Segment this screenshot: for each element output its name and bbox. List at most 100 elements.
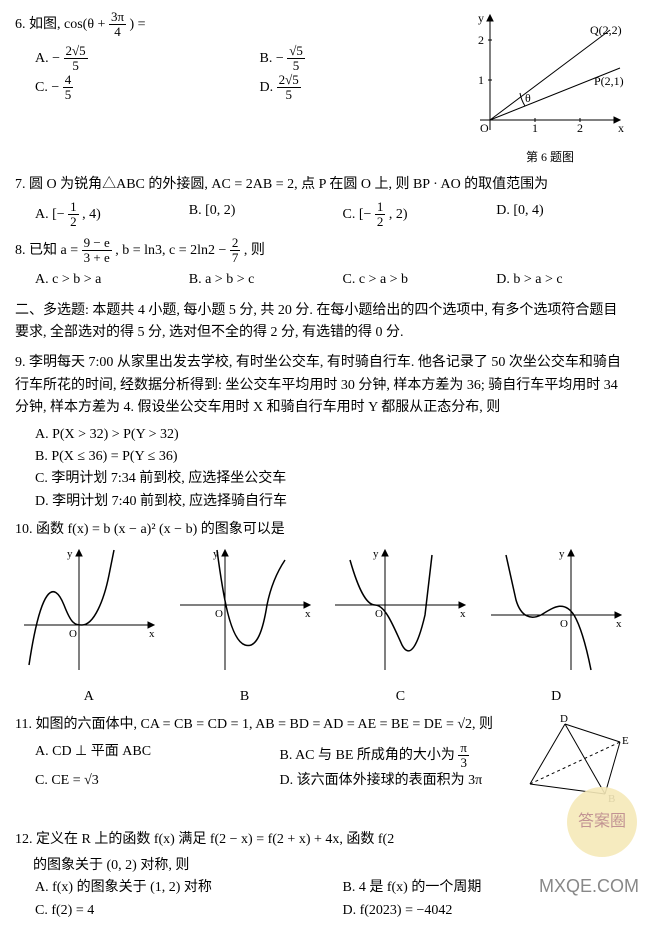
q6-optA-n: 2√5 [64, 44, 88, 59]
q10b-y: y [213, 548, 219, 560]
q12-stem2: 的图象关于 (0, 2) 对称, 则 [15, 855, 630, 877]
q7-a-pre: A. [− [35, 207, 65, 222]
q7-c-pre: C. [− [343, 207, 372, 222]
q10c-x: x [460, 608, 466, 620]
q10d-y: y [559, 548, 565, 560]
q11-c-sqrt: √3 [84, 773, 99, 788]
q6-optD-n: 2√5 [277, 73, 301, 88]
q10d-o: O [560, 618, 568, 630]
q11-sqrt: √2 [457, 717, 472, 732]
q11-option-d: D. 该六面体外接球的表面积为 3π [260, 770, 505, 792]
q6-option-b: B. − √55 [240, 44, 465, 74]
q7-option-c: C. [− 12 , 2) [323, 200, 477, 230]
q6-ytick2: 2 [478, 33, 484, 47]
q10-graph-c: x y O C [327, 545, 475, 708]
q6-yaxis-label: y [478, 11, 484, 25]
q10-stem: 10. 函数 f(x) = b (x − a)² (x − b) 的图象可以是 [15, 519, 630, 541]
q12-option-c: C. f(2) = 4 [15, 900, 323, 922]
q6-stem-pre: 6. 如图, cos(θ + [15, 17, 109, 32]
q7-c-post: , 2) [389, 207, 408, 222]
q6-Q-label: Q(2,2) [590, 23, 622, 37]
q10a-o: O [69, 628, 77, 640]
q7-c-n: 1 [375, 200, 386, 215]
q10c-o: O [375, 608, 383, 620]
q6-optA-pre: A. − [35, 51, 60, 66]
q9-option-c: C. 李明计划 7:34 前到校, 应选择坐公交车 [15, 468, 630, 490]
q10-label-a: A [15, 686, 163, 708]
q10-graphs: x y O A x y O B [15, 545, 630, 708]
q6-theta-label: θ [525, 91, 531, 105]
q12-stem1: 12. 定义在 R 上的函数 f(x) 满足 f(2 − x) = f(2 + … [15, 829, 630, 851]
q6-optA-d: 5 [64, 59, 88, 73]
q6-optD-pre: D. [260, 80, 277, 95]
q6-figure: Q(2,2) P(2,1) θ x y O 1 2 1 2 第 6 题图 [470, 10, 630, 168]
q10-label-c: C [327, 686, 475, 708]
q9-option-d: D. 李明计划 7:40 前到校, 应选择骑自行车 [15, 491, 630, 513]
q11-b-n: π [458, 741, 469, 756]
q10-graph-d: x y O D [482, 545, 630, 708]
q11-B: B [608, 793, 615, 805]
q6-ytick1: 1 [478, 73, 484, 87]
q10a-y: y [67, 548, 73, 560]
q7-c-d: 2 [375, 215, 386, 229]
q7-a-d: 2 [68, 215, 79, 229]
q9-option-a: A. P(X > 32) > P(Y > 32) [15, 424, 630, 446]
q11-b-pre: B. AC 与 BE 所成角的大小为 [280, 748, 459, 763]
q6-frac-n: 3π [109, 10, 126, 25]
q11-figure: D E B [510, 714, 630, 822]
q11-c-pre: C. CE = [35, 773, 84, 788]
q6-figure-caption: 第 6 题图 [470, 148, 630, 167]
q10-graph-a: x y O A [15, 545, 163, 708]
q11-option-a: A. CD ⊥ 平面 ABC [15, 741, 260, 771]
q6-optC-d: 5 [63, 88, 74, 102]
q6-optD-d: 5 [277, 88, 301, 102]
q11-E: E [622, 735, 629, 747]
q11-stem-pre: 11. 如图的六面体中, CA = CB = CD = 1, AB = BD =… [15, 717, 457, 732]
q11-option-c: C. CE = √3 [15, 770, 260, 792]
q7-option-d: D. [0, 4) [476, 200, 630, 230]
q7-option-b: B. [0, 2) [169, 200, 323, 230]
q6-optC-pre: C. − [35, 80, 59, 95]
q6-optB-d: 5 [287, 59, 305, 73]
q6-option-d: D. 2√55 [240, 73, 465, 103]
q11-stem-post: , 则 [472, 717, 493, 732]
q7-stem: 7. 圆 O 为锐角△ABC 的外接圆, AC = 2AB = 2, 点 P 在… [15, 174, 630, 196]
q10-graph-b: x y O B [171, 545, 319, 708]
q10a-x: x [149, 628, 155, 640]
q8-cn: 2 [230, 236, 241, 251]
q10-label-b: B [171, 686, 319, 708]
q6-xaxis-label: x [618, 121, 624, 135]
q6-xtick2: 2 [577, 121, 583, 135]
q11-option-b: B. AC 与 BE 所成角的大小为 π3 [260, 741, 505, 771]
q7-a-post: , 4) [82, 207, 101, 222]
q6-option-c: C. − 45 [15, 73, 240, 103]
q9-option-b: B. P(X ≤ 36) = P(Y ≤ 36) [15, 446, 630, 468]
q8-option-a: A. c > b > a [15, 269, 169, 291]
q8-cd: 7 [230, 251, 241, 265]
q9-stem: 9. 李明每天 7:00 从家里出发去学校, 有时坐公交车, 有时骑自行车. 他… [15, 352, 630, 419]
q6-optC-n: 4 [63, 73, 74, 88]
q10b-x: x [305, 608, 311, 620]
q6-optB-n: √5 [287, 44, 305, 59]
q6-frac-d: 4 [109, 25, 126, 39]
section-2-heading: 二、多选题: 本题共 4 小题, 每小题 5 分, 共 20 分. 在每小题给出… [15, 300, 630, 345]
q6-stem-post: ) = [130, 17, 146, 32]
q7-a-n: 1 [68, 200, 79, 215]
q8-post: , 则 [244, 243, 265, 258]
q6-P-label: P(2,1) [594, 74, 624, 88]
q12-option-b: B. 4 是 f(x) 的一个周期 [323, 877, 631, 899]
q11-D: D [560, 714, 568, 725]
q11-b-d: 3 [458, 756, 469, 770]
q12-option-a: A. f(x) 的图象关于 (1, 2) 对称 [15, 877, 323, 899]
q8-ad: 3 + e [82, 251, 112, 265]
q6-optB-pre: B. − [260, 51, 284, 66]
q8-option-b: B. a > b > c [169, 269, 323, 291]
q6-option-a: A. − 2√55 [15, 44, 240, 74]
q10d-x: x [616, 618, 622, 630]
q8-pre: 8. 已知 a = [15, 243, 82, 258]
q10b-o: O [215, 608, 223, 620]
q10-label-d: D [482, 686, 630, 708]
q10c-y: y [373, 548, 379, 560]
q8-stem: 8. 已知 a = 9 − e3 + e , b = ln3, c = 2ln2… [15, 236, 630, 266]
q8-option-c: C. c > a > b [323, 269, 477, 291]
